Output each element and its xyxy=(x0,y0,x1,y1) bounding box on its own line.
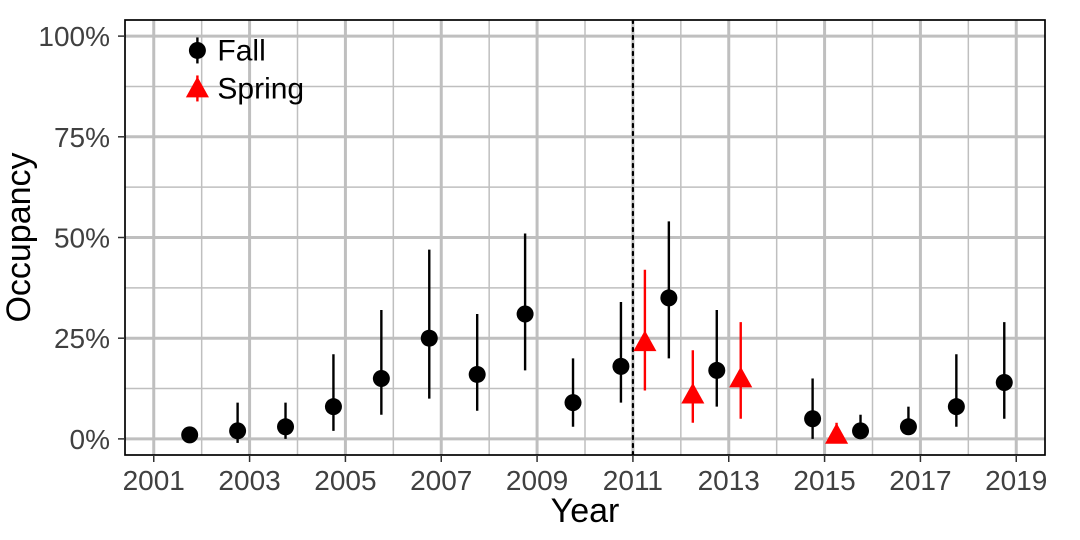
y-tick-label: 25% xyxy=(54,323,110,354)
data-point xyxy=(373,370,390,387)
y-tick-label: 100% xyxy=(38,21,110,52)
y-tick-label: 50% xyxy=(54,223,110,254)
data-point xyxy=(948,398,965,415)
data-point xyxy=(469,366,486,383)
legend-label: Fall xyxy=(217,34,265,67)
x-tick-label: 2013 xyxy=(698,465,760,496)
data-point xyxy=(325,398,342,415)
data-point xyxy=(996,374,1013,391)
data-point xyxy=(181,426,198,443)
occupancy-chart: 2001200320052007200920112013201520172019… xyxy=(0,0,1080,540)
data-point xyxy=(565,394,582,411)
x-tick-label: 2017 xyxy=(889,465,951,496)
data-point xyxy=(852,422,869,439)
data-point xyxy=(708,362,725,379)
data-point xyxy=(189,42,206,59)
x-tick-label: 2007 xyxy=(410,465,472,496)
data-point xyxy=(421,330,438,347)
x-axis-title: Year xyxy=(551,492,620,530)
y-tick-label: 0% xyxy=(70,424,110,455)
data-point xyxy=(229,422,246,439)
data-point xyxy=(900,418,917,435)
data-point xyxy=(804,410,821,427)
y-tick-label: 75% xyxy=(54,122,110,153)
x-tick-label: 2001 xyxy=(123,465,185,496)
data-point xyxy=(517,306,534,323)
legend-label: Spring xyxy=(217,72,304,105)
x-tick-label: 2015 xyxy=(793,465,855,496)
data-point xyxy=(660,289,677,306)
y-axis-title: Occupancy xyxy=(0,152,38,322)
x-tick-label: 2005 xyxy=(314,465,376,496)
data-point xyxy=(612,358,629,375)
chart-svg: 2001200320052007200920112013201520172019… xyxy=(0,0,1080,540)
data-point xyxy=(277,418,294,435)
x-tick-label: 2019 xyxy=(985,465,1047,496)
x-tick-label: 2003 xyxy=(218,465,280,496)
